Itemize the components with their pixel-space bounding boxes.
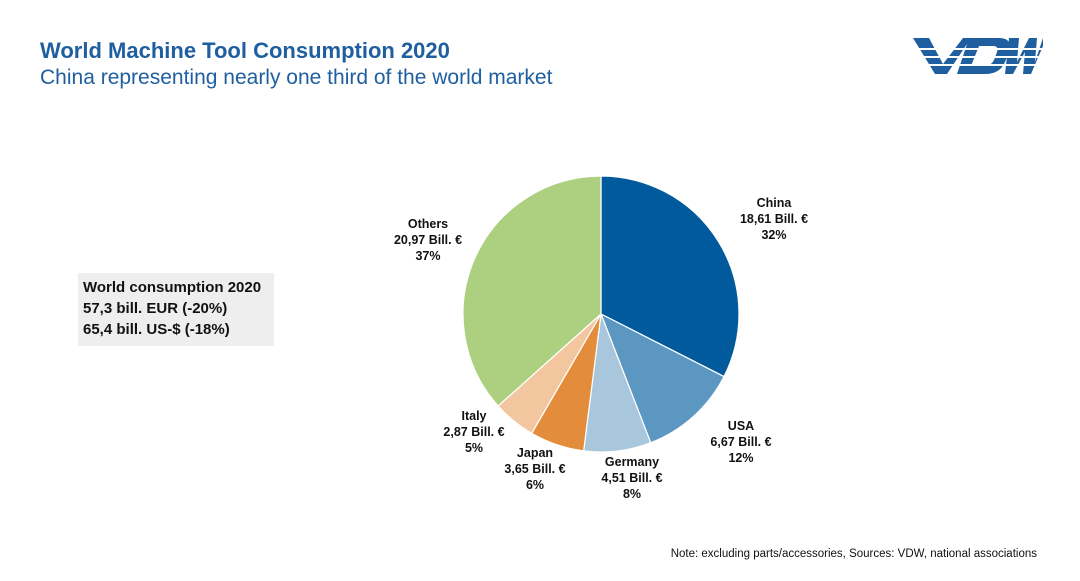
- slice-label-others: Others 20,97 Bill. €37%: [394, 217, 462, 263]
- world-consumption-usd: 65,4 bill. US-$ (-18%): [83, 321, 230, 338]
- chart-title: World Machine Tool Consumption 2020: [40, 38, 450, 63]
- world-consumption-box: World consumption 2020 57,3 bill. EUR (-…: [78, 273, 274, 346]
- pie-slice-china: [600, 175, 740, 378]
- slice-label-japan: Japan 3,65 Bill. €6%: [504, 446, 565, 492]
- pie-slice-usa: [599, 312, 725, 444]
- slice-label-germany: Germany 4,51 Bill. €8%: [601, 455, 662, 501]
- source-note: Note: excluding parts/accessories, Sourc…: [670, 548, 1037, 560]
- world-consumption-heading: World consumption 2020: [83, 279, 262, 296]
- world-consumption-eur: 57,3 bill. EUR (-20%): [83, 300, 228, 317]
- vdw-logo: [905, 38, 1043, 74]
- chart-subtitle: China representing nearly one third of t…: [40, 66, 553, 89]
- slice-label-china: China 18,61 Bill. €32%: [740, 196, 808, 242]
- slice-label-italy: Italy 2,87 Bill. €5%: [443, 409, 504, 455]
- slice-label-usa: USA 6,67 Bill. €12%: [710, 419, 771, 465]
- pie-slice-others: [462, 175, 602, 407]
